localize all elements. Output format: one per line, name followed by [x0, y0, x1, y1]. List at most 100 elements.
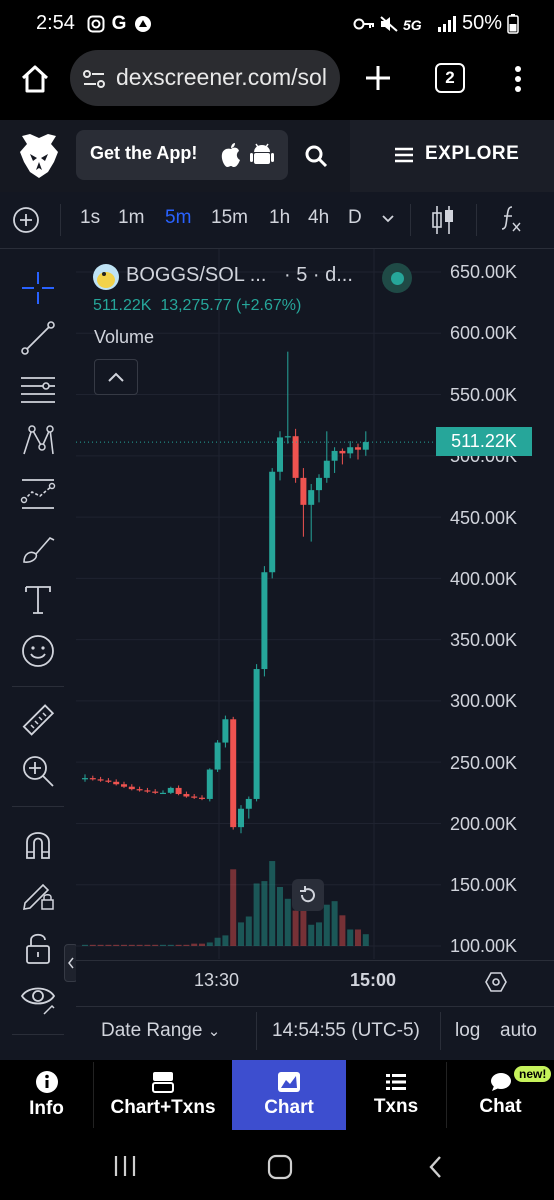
volume-bar — [339, 915, 346, 946]
auto-toggle[interactable]: auto — [500, 1020, 537, 1041]
pair-interval: · 5 · d... — [284, 264, 353, 286]
candle-body — [199, 797, 205, 799]
candle-body — [323, 460, 330, 478]
ruler-icon[interactable] — [20, 703, 56, 739]
price-chart[interactable] — [76, 249, 554, 1006]
url-text: dexscreener.com/sol — [116, 64, 327, 90]
reset-chart-button[interactable] — [292, 879, 324, 911]
candle-body — [261, 572, 268, 670]
pattern-icon[interactable] — [20, 423, 56, 459]
volume-bar — [355, 929, 361, 946]
site-settings-icon[interactable] — [82, 68, 106, 90]
info-icon — [35, 1071, 58, 1093]
candles-icon[interactable] — [430, 204, 456, 236]
candle-body — [300, 477, 307, 505]
legend-change: 13,275.77 (+2.67%) — [160, 297, 302, 314]
mute-icon — [378, 14, 400, 34]
nav-chart-txns[interactable]: Chart+Txns — [94, 1060, 232, 1130]
bottom-divider — [440, 1012, 441, 1050]
timeframe-5m[interactable]: 5m — [165, 207, 192, 228]
chevron-down-icon[interactable] — [380, 210, 396, 226]
new-tab-icon[interactable] — [362, 62, 394, 94]
chart-settings-icon[interactable] — [484, 970, 508, 994]
timeframe-d[interactable]: D — [348, 207, 362, 228]
volume-bar — [222, 935, 229, 946]
timeframe-15m[interactable]: 15m — [211, 207, 248, 228]
app-notification-icon — [133, 14, 153, 34]
candle-body — [222, 719, 229, 743]
candle-body — [316, 477, 322, 491]
volume-bar — [128, 944, 135, 946]
timeframe-1s[interactable]: 1s — [80, 207, 101, 228]
volume-bar — [214, 937, 221, 946]
volume-bar — [300, 881, 307, 946]
pair-name[interactable]: BOGGS/SOL ... — [126, 264, 267, 286]
candle-body — [253, 669, 260, 799]
y-axis-label: 400.00K — [450, 569, 518, 589]
tools-divider — [12, 686, 64, 687]
more-menu-icon[interactable] — [510, 64, 526, 94]
candle-body — [339, 450, 346, 454]
date-range-button[interactable]: Date Range ⌄ — [101, 1020, 220, 1042]
apple-icon — [220, 142, 242, 168]
date-range-label: Date Range — [101, 1020, 203, 1041]
crosshair-icon[interactable] — [20, 270, 56, 306]
search-icon[interactable] — [304, 144, 328, 168]
y-axis-label: 250.00K — [450, 753, 518, 773]
text-tool-icon[interactable] — [20, 582, 56, 618]
nav-chart[interactable]: Chart — [232, 1060, 346, 1130]
fib-retracement-icon[interactable] — [20, 372, 56, 408]
timeframe-1m[interactable]: 1m — [118, 207, 145, 228]
toolbar-divider — [410, 204, 411, 236]
tab-switcher-button[interactable]: 2 — [435, 63, 465, 93]
volume-bar — [347, 929, 354, 946]
y-axis-label: 550.00K — [450, 385, 518, 405]
log-toggle[interactable]: log — [455, 1020, 481, 1041]
dexscreener-logo-icon[interactable] — [18, 132, 60, 180]
candle-body — [277, 437, 283, 472]
prediction-icon[interactable] — [20, 476, 56, 512]
indicators-icon[interactable] — [498, 203, 524, 235]
lock-drawings-icon[interactable] — [20, 876, 56, 912]
candle-body — [347, 447, 354, 454]
nav-chat[interactable]: Chat — [447, 1060, 554, 1130]
recent-apps-icon[interactable] — [112, 1154, 138, 1178]
back-icon[interactable] — [426, 1154, 446, 1180]
chart-icon — [278, 1072, 300, 1092]
magnet-icon[interactable] — [20, 826, 56, 862]
trend-line-icon[interactable] — [20, 320, 56, 356]
candle-body — [355, 447, 361, 450]
volume-bar — [82, 944, 88, 946]
chevron-down-icon: ⌄ — [207, 1023, 221, 1040]
key-icon — [352, 14, 376, 34]
candle-body — [331, 450, 338, 461]
candle-body — [152, 791, 159, 793]
zoom-in-icon[interactable] — [20, 753, 56, 789]
x-axis-label: 15:00 — [350, 970, 397, 990]
candle-body — [128, 786, 135, 790]
chart-area[interactable] — [76, 249, 554, 1060]
brush-icon[interactable] — [20, 530, 56, 566]
candle-body — [362, 442, 369, 450]
add-symbol-icon[interactable] — [12, 206, 40, 234]
volume-bar — [261, 881, 268, 946]
timeframe-1h[interactable]: 1h — [269, 207, 291, 228]
unlock-icon[interactable] — [20, 930, 56, 966]
volume-bar — [89, 944, 96, 946]
nav-info[interactable]: Info — [0, 1060, 93, 1130]
explore-button[interactable] — [350, 120, 554, 192]
candle-body — [160, 792, 166, 795]
nav-txns[interactable]: Txns — [346, 1060, 446, 1130]
nav-chat-label: Chat — [479, 1096, 522, 1117]
home-button-icon[interactable] — [267, 1154, 293, 1180]
signal-icon — [436, 14, 458, 34]
url-bar[interactable] — [70, 50, 340, 106]
nav-chart-txns-label: Chart+Txns — [110, 1097, 216, 1118]
timeframe-4h[interactable]: 4h — [308, 207, 330, 228]
visibility-icon[interactable] — [20, 980, 56, 1016]
volume-bar — [183, 944, 190, 946]
emoji-icon[interactable] — [20, 633, 56, 669]
collapse-legend-button[interactable] — [94, 359, 138, 395]
volume-bar — [206, 942, 213, 946]
home-icon[interactable] — [18, 62, 52, 96]
